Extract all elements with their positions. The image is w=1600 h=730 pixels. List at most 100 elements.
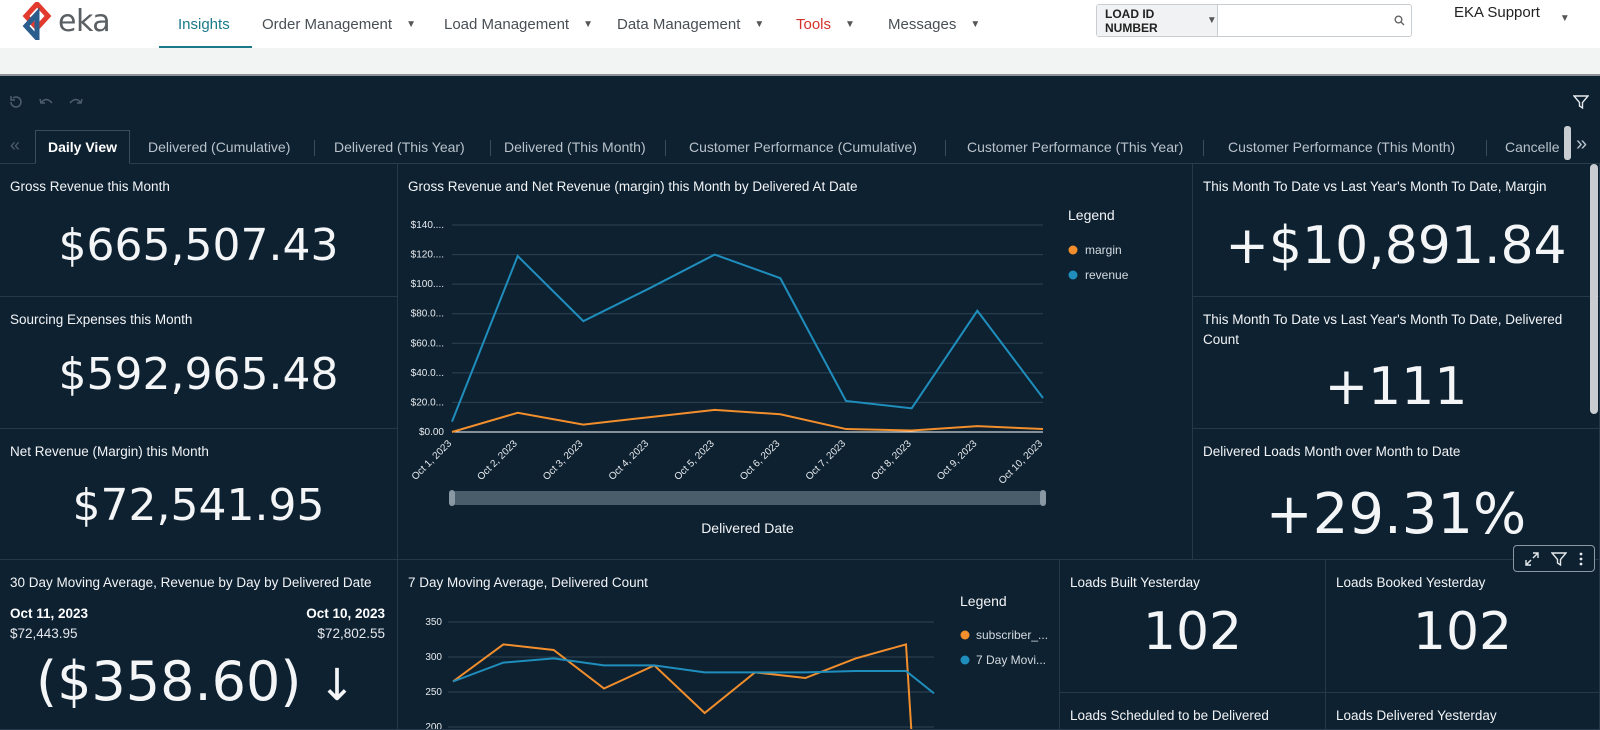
filter-icon[interactable]	[1550, 551, 1567, 567]
y-tick-label: $80.0...	[411, 309, 444, 320]
kpi-value: $665,507.43	[58, 220, 339, 271]
kpi-net-revenue: Net Revenue (Margin) this Month $72,541.…	[0, 429, 398, 560]
kpi-gross-revenue: Gross Revenue this Month $665,507.43	[0, 164, 398, 297]
nav-label: Tools	[796, 15, 832, 33]
x-tick-label: Oct 6, 2023	[738, 438, 783, 483]
undo-icon[interactable]	[38, 94, 54, 110]
tab-customer-performance-cumulative[interactable]: Customer Performance (Cumulative)	[677, 130, 929, 164]
nav-load-management[interactable]: Load Management ▼	[444, 0, 593, 48]
compare-left-value: $72,443.95	[10, 626, 78, 641]
y-tick-label: 300	[425, 652, 442, 663]
tab-divider	[490, 140, 491, 156]
visual-toolbar	[1513, 545, 1595, 572]
legend-swatch	[960, 630, 970, 640]
tab-divider	[945, 140, 946, 156]
search-icon[interactable]	[1389, 5, 1411, 36]
tabs-scroll-right-icon[interactable]: »	[1576, 133, 1588, 155]
nav-order-management[interactable]: Order Management ▼	[262, 0, 416, 48]
x-tick-label: Oct 1, 2023	[410, 438, 455, 483]
x-tick-label: Oct 7, 2023	[804, 438, 849, 483]
chart-title: 7 Day Moving Average, Delivered Count	[408, 575, 648, 590]
eka-logo[interactable]: eka	[22, 2, 111, 40]
reset-icon[interactable]	[8, 94, 24, 110]
revenue-margin-chart-panel: Gross Revenue and Net Revenue (margin) t…	[398, 164, 1193, 560]
filter-icon[interactable]	[1573, 94, 1589, 110]
search-input[interactable]	[1217, 5, 1389, 36]
x-tick-label: Oct 2, 2023	[475, 438, 520, 483]
nav-tools[interactable]: Tools ▼	[796, 0, 855, 48]
range-slider-handle-right	[1040, 490, 1046, 506]
user-menu[interactable]: EKA Support ▼	[1454, 4, 1570, 24]
legend-label: subscriber_...	[976, 628, 1048, 642]
panel-title: This Month To Date vs Last Year's Month …	[1203, 179, 1547, 194]
page-scrollbar[interactable]	[1590, 164, 1598, 414]
kpi-value: 102	[1412, 602, 1513, 662]
sheet-tabs: « Daily View Delivered (Cumulative) Deli…	[0, 126, 1600, 164]
panel-title: Loads Built Yesterday	[1070, 575, 1200, 590]
nav-messages[interactable]: Messages ▼	[888, 0, 980, 48]
tab-daily-view[interactable]: Daily View	[35, 130, 131, 164]
tab-label: Delivered (This Year)	[334, 139, 465, 155]
legend-swatch	[960, 655, 970, 665]
arrow-down-icon: ↓	[318, 660, 356, 711]
y-tick-label: 350	[425, 617, 442, 628]
tab-delivered-cumulative[interactable]: Delivered (Cumulative)	[136, 130, 302, 164]
series-line-margin	[451, 408, 1044, 433]
kpi-loads-scheduled: Loads Scheduled to be Delivered	[1060, 693, 1326, 730]
top-navigation: eka Insights Order Management ▼ Load Mana…	[0, 0, 1600, 48]
series-line-revenue	[451, 253, 1044, 423]
legend-title: Legend	[960, 593, 1007, 609]
kpi-mtd-delivered-count: This Month To Date vs Last Year's Month …	[1193, 297, 1600, 429]
nav-data-management[interactable]: Data Management ▼	[617, 0, 764, 48]
moving-average-delivered-chart: 200 250 300 350 Legend subscriber_... 7 Day Mo…	[425, 593, 1048, 729]
kpi-loads-built: Loads Built Yesterday 102	[1060, 560, 1326, 693]
panel-title: This Month To Date vs Last Year's Month …	[1203, 312, 1563, 347]
kpi-moving-average-revenue: 30 Day Moving Average, Revenue by Day by…	[0, 560, 398, 730]
kpi-value: +29.31%	[1265, 482, 1527, 547]
panel-title: Net Revenue (Margin) this Month	[10, 444, 209, 459]
tab-customer-performance-this-month[interactable]: Customer Performance (This Month)	[1216, 130, 1467, 164]
y-tick-label: $120....	[411, 250, 444, 261]
legend-swatch	[1068, 245, 1078, 255]
tab-divider	[314, 140, 315, 156]
tabs-scroll-left-icon[interactable]: «	[10, 135, 21, 155]
more-options-icon[interactable]	[1578, 551, 1584, 567]
kpi-value: 102	[1142, 602, 1243, 662]
y-tick-label: $60.0...	[411, 338, 444, 349]
nav-insights[interactable]: Insights	[159, 0, 252, 48]
tab-delivered-this-month[interactable]: Delivered (This Month)	[492, 130, 658, 164]
kpi-value: $592,965.48	[58, 349, 339, 400]
tabs-scroll-indicator	[1564, 126, 1571, 160]
nav-label: Messages	[888, 15, 957, 33]
chevron-down-icon: ▼	[845, 18, 855, 30]
expand-icon[interactable]	[1524, 551, 1540, 567]
redo-icon[interactable]	[68, 94, 84, 110]
x-tick-label: Oct 3, 2023	[541, 438, 586, 483]
kpi-mtd-margin: This Month To Date vs Last Year's Month …	[1193, 164, 1600, 297]
x-tick-label: Oct 4, 2023	[607, 438, 652, 483]
chart-title: Gross Revenue and Net Revenue (margin) t…	[408, 179, 858, 194]
search-type-select[interactable]: LOAD ID NUMBER ▼	[1097, 5, 1218, 36]
tab-label: Daily View	[48, 139, 118, 155]
kpi-loads-delivered: Loads Delivered Yesterday	[1326, 693, 1600, 730]
chevron-down-icon: ▼	[406, 18, 416, 30]
tab-divider	[1486, 140, 1487, 156]
x-tick-label: Oct 8, 2023	[869, 438, 914, 483]
tab-customer-performance-this-year[interactable]: Customer Performance (This Year)	[955, 130, 1195, 164]
moving-average-delivered-chart-panel: 7 Day Moving Average, Delivered Count 20…	[398, 560, 1060, 730]
nav-label: Order Management	[262, 15, 393, 33]
y-tick-label: $100....	[411, 279, 444, 290]
y-tick-label: $140....	[411, 220, 444, 231]
kpi-delivered-mom: Delivered Loads Month over Month to Date…	[1193, 429, 1600, 560]
kpi-value: +111	[1324, 357, 1468, 417]
chevron-down-icon: ▼	[583, 18, 593, 30]
range-slider-track	[452, 491, 1043, 505]
compare-left-date: Oct 11, 2023	[10, 606, 89, 621]
tab-cancelled[interactable]: Cancelle	[1493, 130, 1563, 164]
range-slider-handle-left	[449, 490, 455, 506]
tab-delivered-this-year[interactable]: Delivered (This Year)	[322, 130, 477, 164]
panel-title: Loads Booked Yesterday	[1336, 575, 1486, 590]
dashboard-toolbar	[0, 76, 1600, 126]
kpi-value: $72,541.95	[72, 480, 325, 531]
panel-title: Loads Delivered Yesterday	[1336, 708, 1497, 723]
